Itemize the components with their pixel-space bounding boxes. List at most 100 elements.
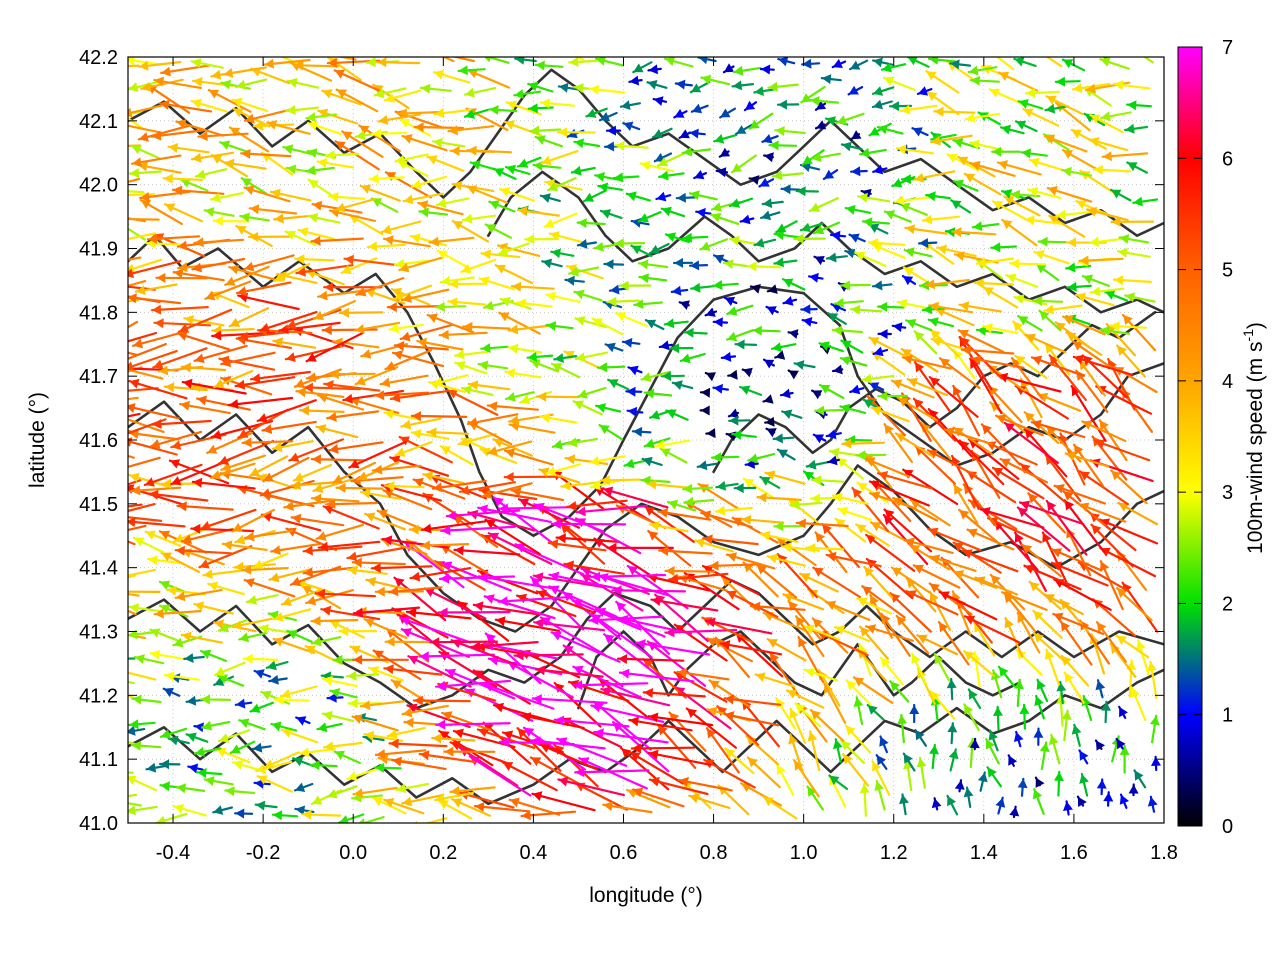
wind-vector bbox=[705, 727, 740, 774]
wind-vector bbox=[699, 387, 711, 398]
wind-vector bbox=[596, 362, 626, 373]
wind-vector bbox=[1101, 151, 1149, 162]
wind-vector bbox=[1136, 639, 1150, 676]
wind-vector bbox=[572, 665, 642, 699]
wind-vector bbox=[1143, 57, 1154, 64]
wind-vector bbox=[840, 141, 863, 152]
wind-vector bbox=[410, 429, 450, 440]
wind-vector bbox=[151, 419, 212, 429]
wind-vector bbox=[248, 231, 292, 242]
wind-vector bbox=[243, 185, 291, 203]
wind-vector bbox=[231, 617, 273, 630]
wind-vector bbox=[641, 456, 663, 467]
wind-vector bbox=[994, 414, 1044, 437]
wind-vector bbox=[647, 749, 712, 766]
wind-vector bbox=[825, 551, 882, 568]
wind-vector bbox=[270, 721, 298, 732]
wind-vector bbox=[238, 718, 266, 731]
wind-vector bbox=[325, 499, 378, 509]
wind-vector bbox=[128, 396, 139, 401]
wind-vector bbox=[646, 80, 668, 90]
wind-vector bbox=[981, 323, 1019, 335]
wind-vector bbox=[706, 637, 754, 663]
wind-vector bbox=[1048, 733, 1061, 765]
wind-vector bbox=[855, 523, 890, 547]
wind-vector bbox=[1088, 236, 1124, 247]
wind-vector bbox=[1099, 560, 1124, 611]
wind-vector bbox=[272, 637, 315, 654]
wind-vector bbox=[749, 284, 761, 294]
wind-vector bbox=[808, 197, 839, 213]
wind-vector bbox=[213, 369, 254, 389]
wind-vector bbox=[580, 573, 644, 612]
wind-vector bbox=[307, 213, 341, 224]
wind-vector bbox=[663, 318, 689, 329]
wind-vector bbox=[1132, 196, 1159, 207]
y-tick-label: 41.1 bbox=[79, 749, 118, 771]
wind-vector bbox=[382, 488, 433, 511]
wind-vector bbox=[772, 433, 795, 444]
wind-vector bbox=[1076, 795, 1087, 807]
wind-vector bbox=[844, 724, 872, 754]
wind-vector bbox=[175, 783, 206, 794]
wind-vector bbox=[906, 57, 930, 68]
wind-vector bbox=[893, 195, 931, 206]
x-tick-label: 0.8 bbox=[700, 842, 728, 864]
wind-vector bbox=[431, 733, 476, 744]
wind-vector bbox=[902, 752, 916, 772]
wind-vector bbox=[243, 254, 295, 272]
wind-vector bbox=[434, 302, 467, 312]
wind-vector bbox=[409, 566, 472, 582]
wind-vector bbox=[1044, 648, 1061, 686]
wind-vector bbox=[285, 105, 319, 115]
wind-vector bbox=[418, 750, 476, 764]
wind-vector bbox=[775, 220, 798, 234]
wind-vector bbox=[259, 479, 315, 498]
wind-vector bbox=[632, 787, 685, 808]
x-tick-label: 0.6 bbox=[610, 842, 638, 864]
wind-vector bbox=[461, 385, 494, 396]
wind-vector bbox=[399, 323, 453, 342]
wind-vector bbox=[383, 409, 422, 421]
wind-vector bbox=[149, 628, 180, 643]
wind-vector bbox=[754, 672, 796, 688]
wind-vector bbox=[401, 793, 445, 807]
wind-vector bbox=[359, 700, 406, 711]
wind-vector bbox=[660, 206, 686, 218]
wind-vector bbox=[963, 703, 980, 732]
wind-vector bbox=[370, 197, 399, 213]
wind-vector bbox=[1064, 451, 1110, 468]
wind-vector bbox=[317, 289, 366, 301]
wind-vector bbox=[749, 601, 806, 612]
y-tick-label: 41.0 bbox=[79, 813, 118, 835]
wind-vector bbox=[451, 220, 490, 243]
wind-vector bbox=[789, 707, 807, 745]
wind-vector bbox=[1020, 543, 1062, 578]
wind-vector bbox=[699, 238, 729, 251]
wind-vector bbox=[128, 320, 139, 329]
wind-vector bbox=[419, 83, 452, 94]
wind-vector bbox=[1071, 340, 1115, 371]
wind-vector bbox=[550, 362, 581, 379]
wind-vector bbox=[1109, 188, 1132, 202]
wind-vector bbox=[560, 480, 601, 491]
wind-vector bbox=[861, 217, 891, 228]
wind-vector bbox=[975, 257, 1015, 268]
wind-vector bbox=[952, 541, 1002, 574]
wind-vector bbox=[128, 343, 167, 360]
wind-vector bbox=[861, 584, 906, 619]
wind-vector bbox=[545, 291, 581, 303]
wind-vector bbox=[128, 256, 142, 261]
wind-vector bbox=[1110, 469, 1148, 505]
wind-vector bbox=[351, 714, 399, 732]
wind-vector bbox=[1013, 730, 1024, 748]
wind-vector bbox=[964, 112, 1001, 123]
wind-vector bbox=[864, 624, 915, 642]
wind-vector bbox=[463, 108, 489, 119]
wind-vector bbox=[688, 128, 706, 139]
wind-vector bbox=[399, 616, 472, 644]
x-tick-label: -0.2 bbox=[246, 842, 280, 864]
wind-vector bbox=[435, 719, 511, 730]
wind-vector bbox=[598, 111, 618, 122]
